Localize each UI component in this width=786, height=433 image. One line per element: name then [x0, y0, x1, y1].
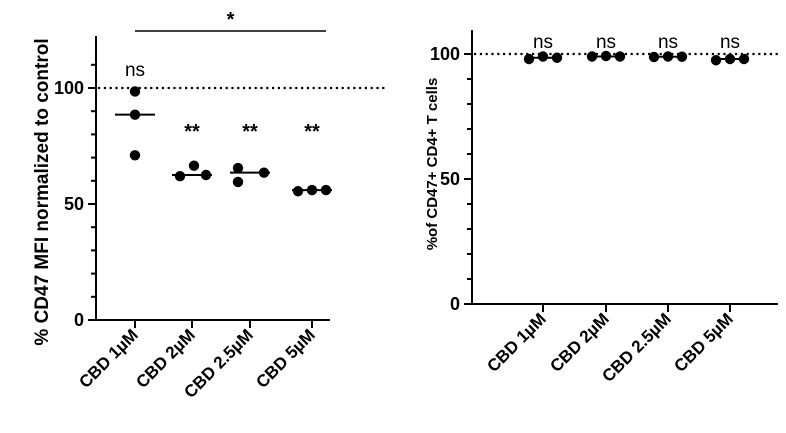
left-y-tick-label: 100 — [54, 78, 84, 98]
left-data-point — [258, 167, 270, 178]
right-significance-label: ns — [596, 32, 616, 53]
left-data-point — [129, 86, 141, 97]
left-category-label: CBD 1µM — [75, 325, 141, 391]
left-data-point — [292, 186, 304, 197]
right-y-tick-label: 100 — [430, 44, 460, 64]
right-data-point — [551, 52, 563, 63]
left-y-tick-label: 50 — [64, 194, 84, 214]
left-data-point — [232, 176, 244, 188]
left-data-point — [188, 160, 200, 171]
right-significance-label: ns — [533, 32, 553, 53]
left-data-point — [306, 184, 318, 196]
right-y-tick-label: 0 — [450, 294, 460, 314]
right-chart-panel: %of CD47+ CD4+ T cells 0 50 100 CBD 1µM ns CB… — [424, 30, 778, 386]
right-y-axis-label: %of CD47+ CD4+ T cells — [424, 78, 441, 251]
left-significance-label: ns — [125, 60, 145, 81]
right-data-point — [724, 53, 736, 65]
left-data-point — [129, 109, 141, 120]
left-data-point — [320, 184, 332, 196]
right-data-point — [738, 53, 750, 65]
right-data-point — [523, 53, 535, 65]
right-data-point — [648, 51, 660, 63]
left-data-point — [129, 150, 141, 161]
right-data-point — [662, 51, 674, 62]
left-data-point — [200, 169, 212, 181]
right-category-label: CBD 1µM — [483, 309, 549, 375]
right-category-label: CBD 2µM — [546, 309, 612, 375]
left-significance-label: ** — [242, 121, 258, 143]
left-bracket-label: * — [227, 9, 235, 31]
right-significance-label: ns — [658, 32, 678, 53]
left-data-point — [232, 162, 244, 174]
left-data-point — [174, 170, 186, 182]
right-data-point — [614, 51, 626, 62]
left-y-axis-label: % CD47 MFI normalized to control — [32, 38, 53, 345]
right-data-point — [676, 51, 688, 62]
right-data-point — [586, 51, 598, 62]
left-significance-label: ** — [184, 121, 200, 143]
left-significance-label: ** — [304, 121, 320, 143]
right-y-tick-label: 50 — [440, 169, 460, 189]
left-chart-panel: % CD47 MFI normalized to control 0 50 100 C… — [32, 9, 386, 402]
left-category-label: CBD 5µM — [252, 325, 318, 391]
right-data-point — [600, 50, 612, 62]
right-data-point — [710, 55, 722, 66]
left-y-tick-label: 0 — [74, 310, 84, 330]
right-significance-label: ns — [720, 32, 740, 53]
right-data-point — [537, 51, 549, 62]
right-category-label: CBD 5µM — [670, 309, 736, 375]
